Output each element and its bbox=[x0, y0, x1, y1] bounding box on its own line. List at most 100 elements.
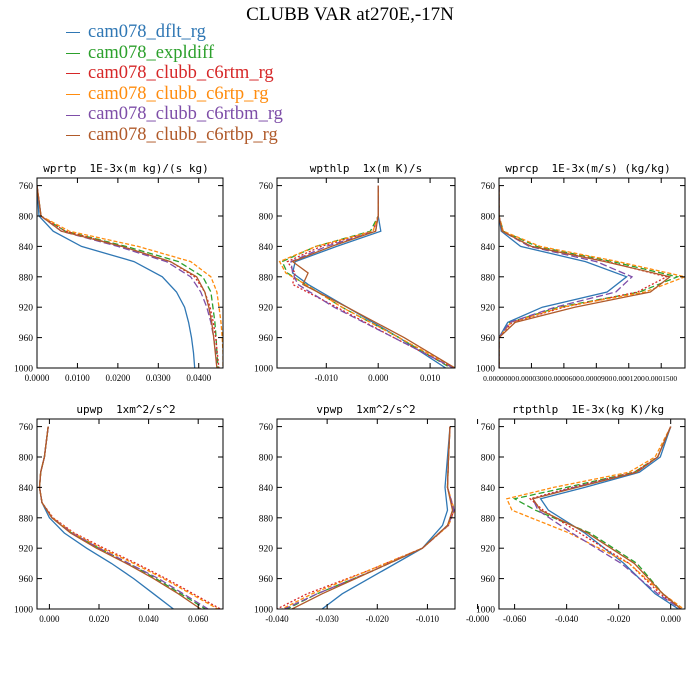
x-tick-label: 0.060 bbox=[188, 614, 209, 624]
x-tick-label: 0.0000 bbox=[25, 373, 50, 383]
panel-title-upwp: upwp 1xm^2/s^2 bbox=[76, 403, 176, 416]
y-tick-label: 800 bbox=[481, 213, 496, 223]
panel-title-wprtp: wprtp 1E-3x(m kg)/(s kg) bbox=[43, 162, 209, 175]
y-tick-label: 960 bbox=[19, 575, 34, 585]
series-line bbox=[291, 426, 454, 609]
y-tick-label: 760 bbox=[481, 182, 496, 192]
legend-item: cam078_clubb_c6rtbp_rg bbox=[66, 125, 283, 146]
series-line bbox=[290, 185, 454, 368]
y-tick-label: 800 bbox=[19, 213, 34, 223]
plot-frame bbox=[498, 177, 686, 369]
x-tick-label: 0.0200 bbox=[105, 373, 130, 383]
x-tick-label: 0.0000000 bbox=[483, 374, 515, 383]
y-tick-label: 960 bbox=[259, 334, 274, 344]
y-tick-label: 960 bbox=[481, 334, 496, 344]
panel-title-vpwp: vpwp 1xm^2/s^2 bbox=[316, 403, 416, 416]
series-line bbox=[38, 426, 221, 609]
x-tick-label: 0.0000600 bbox=[548, 374, 580, 383]
series-line bbox=[38, 426, 219, 609]
x-tick-label: -0.020 bbox=[607, 614, 631, 624]
legend-label: cam078_clubb_c6rtm_rg bbox=[88, 63, 274, 84]
y-tick-label: 760 bbox=[259, 182, 274, 192]
series-line bbox=[37, 185, 223, 368]
y-tick-label: 1000 bbox=[476, 606, 495, 616]
series-group bbox=[505, 426, 685, 609]
series-line bbox=[281, 185, 452, 368]
legend-swatch bbox=[66, 52, 80, 54]
y-tick-label: 840 bbox=[259, 243, 274, 253]
x-tick-label: 0.0400 bbox=[186, 373, 211, 383]
x-tick-label: -0.000 bbox=[466, 614, 490, 624]
y-tick-label: 840 bbox=[481, 243, 496, 253]
chart-panel-5: 760 800 840 880 920 960 1000 -0.060 -0.040 -0.020… bbox=[476, 418, 686, 624]
series-group bbox=[499, 185, 685, 368]
legend-item: cam078_clubb_c6rtp_rg bbox=[66, 84, 283, 105]
y-tick-label: 960 bbox=[19, 334, 34, 344]
series-line bbox=[281, 426, 455, 609]
x-tick-label: -0.030 bbox=[316, 614, 340, 624]
series-line bbox=[499, 185, 628, 368]
series-line bbox=[512, 426, 682, 609]
legend-label: cam078_clubb_c6rtbm_rg bbox=[88, 104, 283, 125]
y-tick-label: 760 bbox=[19, 423, 34, 433]
x-tick-label: -0.040 bbox=[555, 614, 579, 624]
series-line bbox=[38, 426, 202, 609]
series-line bbox=[278, 185, 455, 368]
series-line bbox=[277, 426, 455, 609]
x-tick-label: 0.020 bbox=[89, 614, 110, 624]
series-line bbox=[37, 185, 218, 368]
y-tick-label: 920 bbox=[481, 304, 496, 314]
series-line bbox=[37, 185, 220, 368]
y-tick-label: 1000 bbox=[14, 365, 33, 375]
panel-title-wpthlp: wpthlp 1x(m K)/s bbox=[309, 162, 423, 175]
legend-swatch bbox=[66, 114, 80, 116]
x-tick-label: -0.040 bbox=[265, 614, 289, 624]
legend-label: cam078_dflt_rg bbox=[88, 22, 206, 42]
plot-frame bbox=[276, 177, 456, 369]
y-tick-label: 1000 bbox=[254, 606, 273, 616]
plot-frame bbox=[276, 418, 456, 610]
x-tick-label: -0.010 bbox=[416, 614, 440, 624]
x-tick-label: 0.000 bbox=[368, 373, 389, 383]
legend-item: cam078_expldiff bbox=[66, 43, 283, 64]
y-tick-label: 800 bbox=[481, 454, 496, 464]
legend-swatch bbox=[66, 94, 80, 96]
series-line bbox=[499, 185, 634, 368]
x-tick-label: 0.0000300 bbox=[516, 374, 548, 383]
y-tick-label: 920 bbox=[19, 304, 34, 314]
series-group bbox=[277, 426, 455, 609]
plot-frame bbox=[36, 177, 224, 369]
y-tick-label: 880 bbox=[259, 273, 274, 283]
y-tick-label: 920 bbox=[259, 545, 274, 555]
x-tick-label: 0.0100 bbox=[65, 373, 90, 383]
y-tick-label: 920 bbox=[259, 304, 274, 314]
series-line bbox=[291, 185, 447, 368]
series-line bbox=[531, 426, 682, 609]
series-group bbox=[278, 185, 455, 368]
y-tick-label: 800 bbox=[259, 454, 274, 464]
y-tick-label: 1000 bbox=[254, 365, 273, 375]
legend-swatch bbox=[66, 135, 80, 137]
plot-frame bbox=[498, 418, 686, 610]
legend-swatch bbox=[66, 32, 80, 34]
x-tick-label: 0.000 bbox=[39, 614, 60, 624]
series-line bbox=[286, 426, 455, 609]
y-tick-label: 880 bbox=[481, 514, 496, 524]
series-line bbox=[38, 426, 206, 609]
x-tick-label: 0.000 bbox=[661, 614, 682, 624]
plot-frame bbox=[36, 418, 224, 610]
series-line bbox=[38, 426, 174, 609]
y-tick-label: 1000 bbox=[14, 606, 33, 616]
y-tick-label: 800 bbox=[19, 454, 34, 464]
chart-panel-3: 760 800 840 880 920 960 1000 0.000 0.020 0.040 0.0… bbox=[14, 418, 224, 624]
y-tick-label: 760 bbox=[481, 423, 496, 433]
legend-label: cam078_clubb_c6rtbp_rg bbox=[88, 124, 278, 145]
y-tick-label: 880 bbox=[19, 514, 34, 524]
y-tick-label: 800 bbox=[259, 213, 274, 223]
series-line bbox=[38, 426, 209, 609]
x-tick-label: -0.020 bbox=[366, 614, 390, 624]
y-tick-label: 880 bbox=[259, 514, 274, 524]
